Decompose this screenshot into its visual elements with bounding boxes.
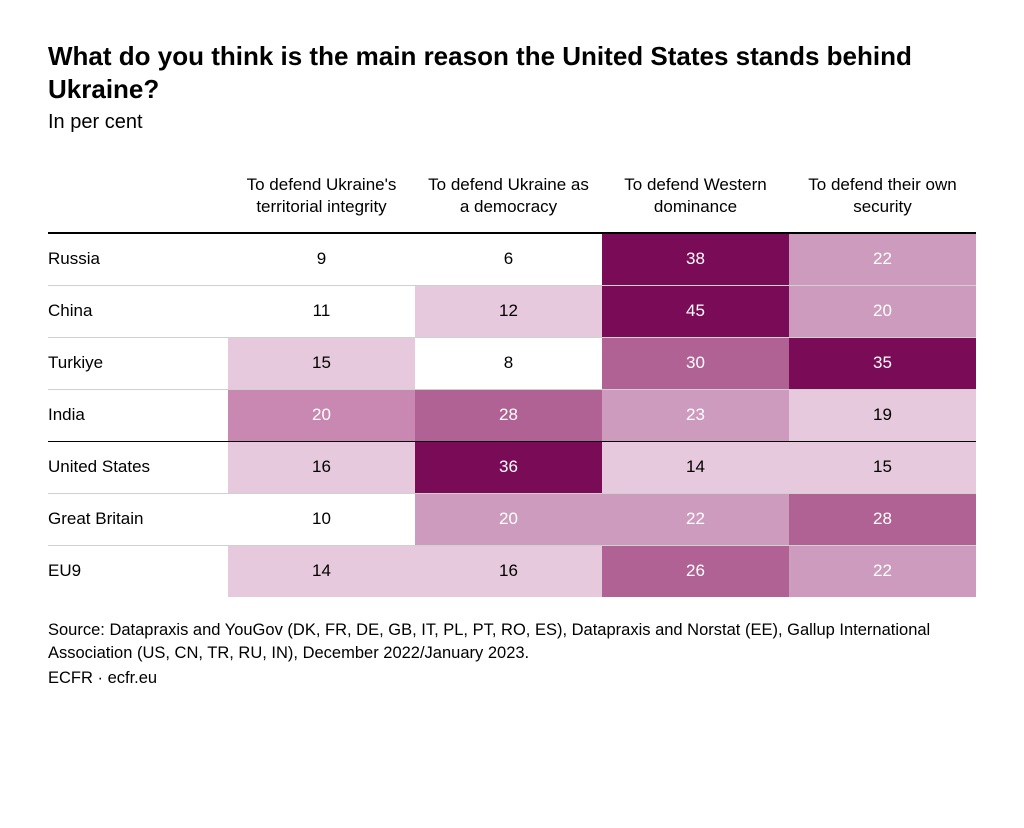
heatmap-cell: 16: [228, 441, 415, 493]
chart-title: What do you think is the main reason the…: [48, 40, 928, 105]
heatmap-cell: 10: [228, 493, 415, 545]
heatmap-cell: 38: [602, 233, 789, 285]
chart-subtitle: In per cent: [48, 111, 976, 134]
table-row: India20282319: [48, 389, 976, 441]
col-header-3: To defend their own security: [789, 174, 976, 233]
row-label: EU9: [48, 545, 228, 597]
heatmap-table: To defend Ukraine's territorial integrit…: [48, 174, 976, 597]
heatmap-cell: 15: [228, 337, 415, 389]
row-label: Russia: [48, 233, 228, 285]
heatmap-cell: 22: [789, 233, 976, 285]
heatmap-cell: 35: [789, 337, 976, 389]
table-row: China11124520: [48, 285, 976, 337]
heatmap-cell: 16: [415, 545, 602, 597]
heatmap-cell: 6: [415, 233, 602, 285]
heatmap-cell: 20: [415, 493, 602, 545]
table-row: United States16361415: [48, 441, 976, 493]
table-row: Turkiye1583035: [48, 337, 976, 389]
heatmap-cell: 12: [415, 285, 602, 337]
row-label: United States: [48, 441, 228, 493]
table-row: EU914162622: [48, 545, 976, 597]
heatmap-cell: 30: [602, 337, 789, 389]
heatmap-cell: 15: [789, 441, 976, 493]
heatmap-cell: 22: [789, 545, 976, 597]
row-label: China: [48, 285, 228, 337]
heatmap-cell: 19: [789, 389, 976, 441]
heatmap-cell: 28: [789, 493, 976, 545]
heatmap-cell: 14: [602, 441, 789, 493]
heatmap-cell: 26: [602, 545, 789, 597]
heatmap-cell: 36: [415, 441, 602, 493]
heatmap-cell: 9: [228, 233, 415, 285]
heatmap-cell: 28: [415, 389, 602, 441]
col-header-0: To defend Ukraine's territorial integrit…: [228, 174, 415, 233]
heatmap-cell: 14: [228, 545, 415, 597]
col-header-2: To defend Western dominance: [602, 174, 789, 233]
table-row: Russia963822: [48, 233, 976, 285]
heatmap-cell: 45: [602, 285, 789, 337]
heatmap-cell: 20: [789, 285, 976, 337]
heatmap-cell: 23: [602, 389, 789, 441]
heatmap-cell: 22: [602, 493, 789, 545]
heatmap-cell: 11: [228, 285, 415, 337]
table-row: Great Britain10202228: [48, 493, 976, 545]
row-label: Great Britain: [48, 493, 228, 545]
credit-text: ECFR · ecfr.eu: [48, 669, 976, 688]
source-text: Source: Datapraxis and YouGov (DK, FR, D…: [48, 619, 968, 665]
header-blank: [48, 174, 228, 233]
row-label: India: [48, 389, 228, 441]
heatmap-cell: 8: [415, 337, 602, 389]
heatmap-cell: 20: [228, 389, 415, 441]
header-row: To defend Ukraine's territorial integrit…: [48, 174, 976, 233]
col-header-1: To defend Ukraine as a democracy: [415, 174, 602, 233]
row-label: Turkiye: [48, 337, 228, 389]
